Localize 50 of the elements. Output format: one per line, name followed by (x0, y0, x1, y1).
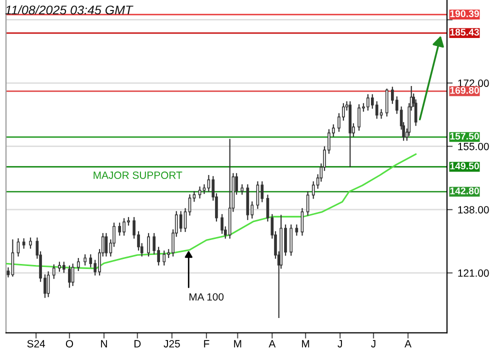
ref-line-label: 142.80 (450, 187, 479, 194)
candlestick (306, 190, 310, 216)
candlestick (240, 184, 244, 196)
y-tick-label: 138.00 (458, 206, 489, 214)
candlestick (22, 238, 26, 250)
annotation: MA 100 (189, 293, 224, 301)
x-tick-label: A (268, 340, 276, 348)
x-tick-label: O (66, 340, 74, 348)
candlestick (6, 266, 10, 278)
ref-line-label: 185.43 (450, 28, 480, 36)
x-tick-label: J (338, 340, 342, 348)
ref-line-label: 190.39 (450, 10, 480, 18)
candlestick (84, 254, 86, 266)
candlestick (62, 261, 66, 274)
candlestick (147, 232, 150, 258)
candlestick (188, 194, 192, 216)
x-tick-label: S24 (27, 340, 46, 348)
candlestick (260, 180, 264, 203)
candlestick (76, 257, 80, 272)
candlestick (68, 264, 71, 288)
x-tick-label: M (234, 340, 242, 348)
candlestick (162, 250, 166, 266)
x-tick-label: J25 (164, 340, 180, 348)
candlestick (385, 88, 388, 118)
candlestick (290, 224, 293, 256)
x-tick-label: N (101, 340, 107, 348)
ref-line-label: 149.50 (450, 162, 479, 170)
candlestick (29, 236, 32, 250)
candlestick (46, 270, 50, 298)
candlestick (118, 222, 122, 236)
x-tick-label: D (134, 340, 141, 348)
candlestick (375, 100, 378, 120)
candlestick (220, 214, 224, 234)
candlestick (295, 224, 298, 236)
y-tick-label: 155.00 (458, 142, 489, 150)
x-tick-label: M (302, 340, 310, 348)
candlestick (89, 254, 92, 268)
candlestick (179, 210, 182, 233)
x-tick-label: J (371, 340, 376, 348)
y-tick-label: 121.00 (458, 269, 489, 277)
x-tick-label: A (404, 340, 412, 348)
annotation: MAJOR SUPPORT (94, 172, 182, 179)
annotation: 11/08/2025 03:45 GMT (5, 5, 134, 14)
x-tick-label: F (204, 340, 210, 348)
candlestick (380, 108, 383, 120)
candlestick (312, 180, 315, 200)
candlestick (52, 264, 56, 280)
ref-line-label: 169.80 (450, 86, 479, 94)
candlestick (202, 184, 206, 195)
ref-line-label: 157.50 (450, 132, 479, 140)
